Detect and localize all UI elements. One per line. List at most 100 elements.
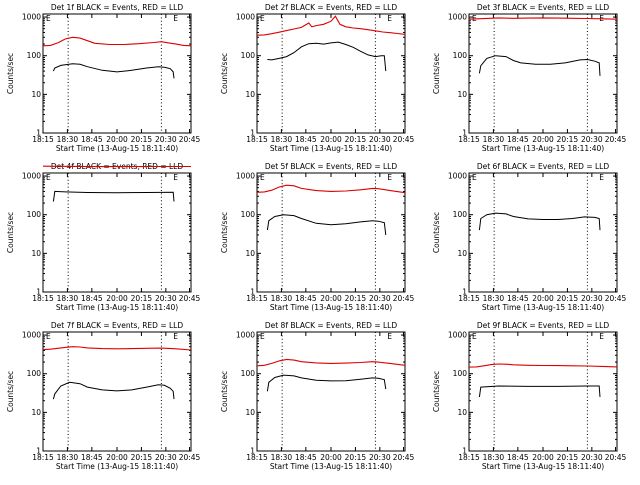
x-tick-label: 20:00 [532, 294, 554, 303]
plot-frame [469, 173, 617, 292]
x-tick-label: 20:15 [345, 453, 367, 462]
plot-frame [43, 332, 191, 451]
y-tick-label: 10 [245, 249, 255, 258]
x-tick-label: 20:30 [369, 294, 391, 303]
y-tick-label: 10 [245, 90, 255, 99]
y-tick-label: 10 [31, 408, 41, 417]
x-axis-label: Start Time (13-Aug-15 18:11:40) [270, 462, 392, 471]
y-tick-label: 100 [453, 210, 468, 219]
y-tick-label: 1000 [236, 13, 255, 22]
y-tick-label: 100 [27, 369, 42, 378]
lld-series-line [43, 37, 191, 46]
x-tick-label: 20:30 [581, 294, 603, 303]
y-tick-label: 10 [31, 90, 41, 99]
x-tick-label: 18:30 [483, 294, 505, 303]
y-axis-label: Counts/sec [432, 212, 441, 253]
y-tick-label: 1000 [22, 13, 41, 22]
events-series-line [267, 42, 385, 71]
x-tick-label: 20:30 [155, 294, 177, 303]
x-axis-label: Start Time (13-Aug-15 18:11:40) [482, 462, 604, 471]
x-tick-label: 20:15 [345, 135, 367, 144]
event-marker-label: E [173, 173, 178, 182]
y-axis-label: Counts/sec [6, 371, 15, 412]
x-tick-label: 18:30 [271, 453, 293, 462]
event-marker-label: E [173, 332, 178, 341]
panel-det-9f: Det 9f BLACK = Events, RED = LLD11010010… [432, 321, 627, 471]
x-tick-label: 18:15 [32, 135, 54, 144]
x-tick-label: 20:30 [369, 135, 391, 144]
x-tick-label: 18:30 [57, 135, 79, 144]
event-marker-label: E [472, 173, 477, 182]
x-tick-label: 20:00 [106, 453, 128, 462]
x-tick-label: 20:15 [345, 294, 367, 303]
x-tick-label: 18:45 [507, 453, 529, 462]
y-axis-label: Counts/sec [6, 212, 15, 253]
x-tick-label: 20:00 [320, 453, 342, 462]
x-axis-label: Start Time (13-Aug-15 18:11:40) [270, 303, 392, 312]
x-tick-label: 18:15 [458, 135, 480, 144]
x-tick-label: 20:45 [605, 135, 627, 144]
y-tick-label: 100 [453, 369, 468, 378]
lld-series-line [257, 359, 405, 365]
x-tick-label: 20:45 [179, 135, 201, 144]
panel-det-8f: Det 8f BLACK = Events, RED = LLD11010010… [220, 321, 415, 471]
y-tick-label: 1000 [448, 172, 467, 181]
x-tick-label: 20:15 [557, 453, 579, 462]
x-axis-label: Start Time (13-Aug-15 18:11:40) [270, 144, 392, 153]
x-tick-label: 18:30 [57, 294, 79, 303]
events-series-line [479, 386, 600, 397]
events-series-line [267, 215, 385, 235]
y-axis-label: Counts/sec [432, 53, 441, 94]
x-tick-label: 20:15 [557, 135, 579, 144]
lld-series-line [257, 185, 405, 193]
panel-det-7f: Det 7f BLACK = Events, RED = LLD11010010… [6, 321, 201, 471]
panel-det-6f: Det 6f BLACK = Events, RED = LLD11010010… [432, 162, 627, 312]
x-tick-label: 18:15 [458, 453, 480, 462]
x-tick-label: 20:00 [106, 294, 128, 303]
panel-title: Det 2f BLACK = Events, RED = LLD [265, 3, 398, 12]
event-marker-label: E [260, 173, 265, 182]
x-tick-label: 18:30 [483, 453, 505, 462]
plot-frame [43, 14, 191, 133]
y-tick-label: 10 [457, 90, 467, 99]
x-tick-label: 20:45 [179, 294, 201, 303]
x-tick-label: 20:45 [393, 453, 415, 462]
panel-det-3f: Det 3f BLACK = Events, RED = LLD11010010… [432, 3, 627, 153]
x-axis-label: Start Time (13-Aug-15 18:11:40) [56, 462, 178, 471]
x-tick-label: 20:45 [393, 135, 415, 144]
x-tick-label: 18:45 [507, 294, 529, 303]
events-series-line [53, 64, 174, 79]
y-tick-label: 100 [27, 210, 42, 219]
lld-series-line [469, 18, 617, 19]
panel-title: Det 3f BLACK = Events, RED = LLD [477, 3, 610, 12]
event-marker-label: E [173, 14, 178, 23]
panel-title: Det 7f BLACK = Events, RED = LLD [51, 321, 184, 330]
y-axis-label: Counts/sec [432, 371, 441, 412]
panel-det-5f: Det 5f BLACK = Events, RED = LLD11010010… [220, 162, 415, 312]
y-tick-label: 100 [241, 210, 256, 219]
plot-frame [469, 332, 617, 451]
event-marker-label: E [599, 173, 604, 182]
x-tick-label: 20:00 [106, 135, 128, 144]
events-series-line [53, 382, 174, 399]
x-tick-label: 18:45 [81, 135, 103, 144]
x-tick-label: 20:15 [131, 135, 153, 144]
x-axis-label: Start Time (13-Aug-15 18:11:40) [56, 303, 178, 312]
x-tick-label: 20:30 [581, 135, 603, 144]
panel-title: Det 8f BLACK = Events, RED = LLD [265, 321, 398, 330]
lld-series-line [43, 347, 191, 350]
x-tick-label: 20:00 [532, 453, 554, 462]
y-tick-label: 1000 [22, 172, 41, 181]
x-tick-label: 20:15 [131, 453, 153, 462]
x-tick-label: 18:45 [507, 135, 529, 144]
lld-series-line [257, 16, 405, 35]
events-series-line [267, 375, 385, 391]
event-marker-label: E [46, 173, 51, 182]
x-axis-label: Start Time (13-Aug-15 18:11:40) [56, 144, 178, 153]
y-tick-label: 1000 [22, 331, 41, 340]
y-tick-label: 1000 [236, 172, 255, 181]
panel-title: Det 9f BLACK = Events, RED = LLD [477, 321, 610, 330]
x-tick-label: 20:30 [581, 453, 603, 462]
panel-title: Det 6f BLACK = Events, RED = LLD [477, 162, 610, 171]
